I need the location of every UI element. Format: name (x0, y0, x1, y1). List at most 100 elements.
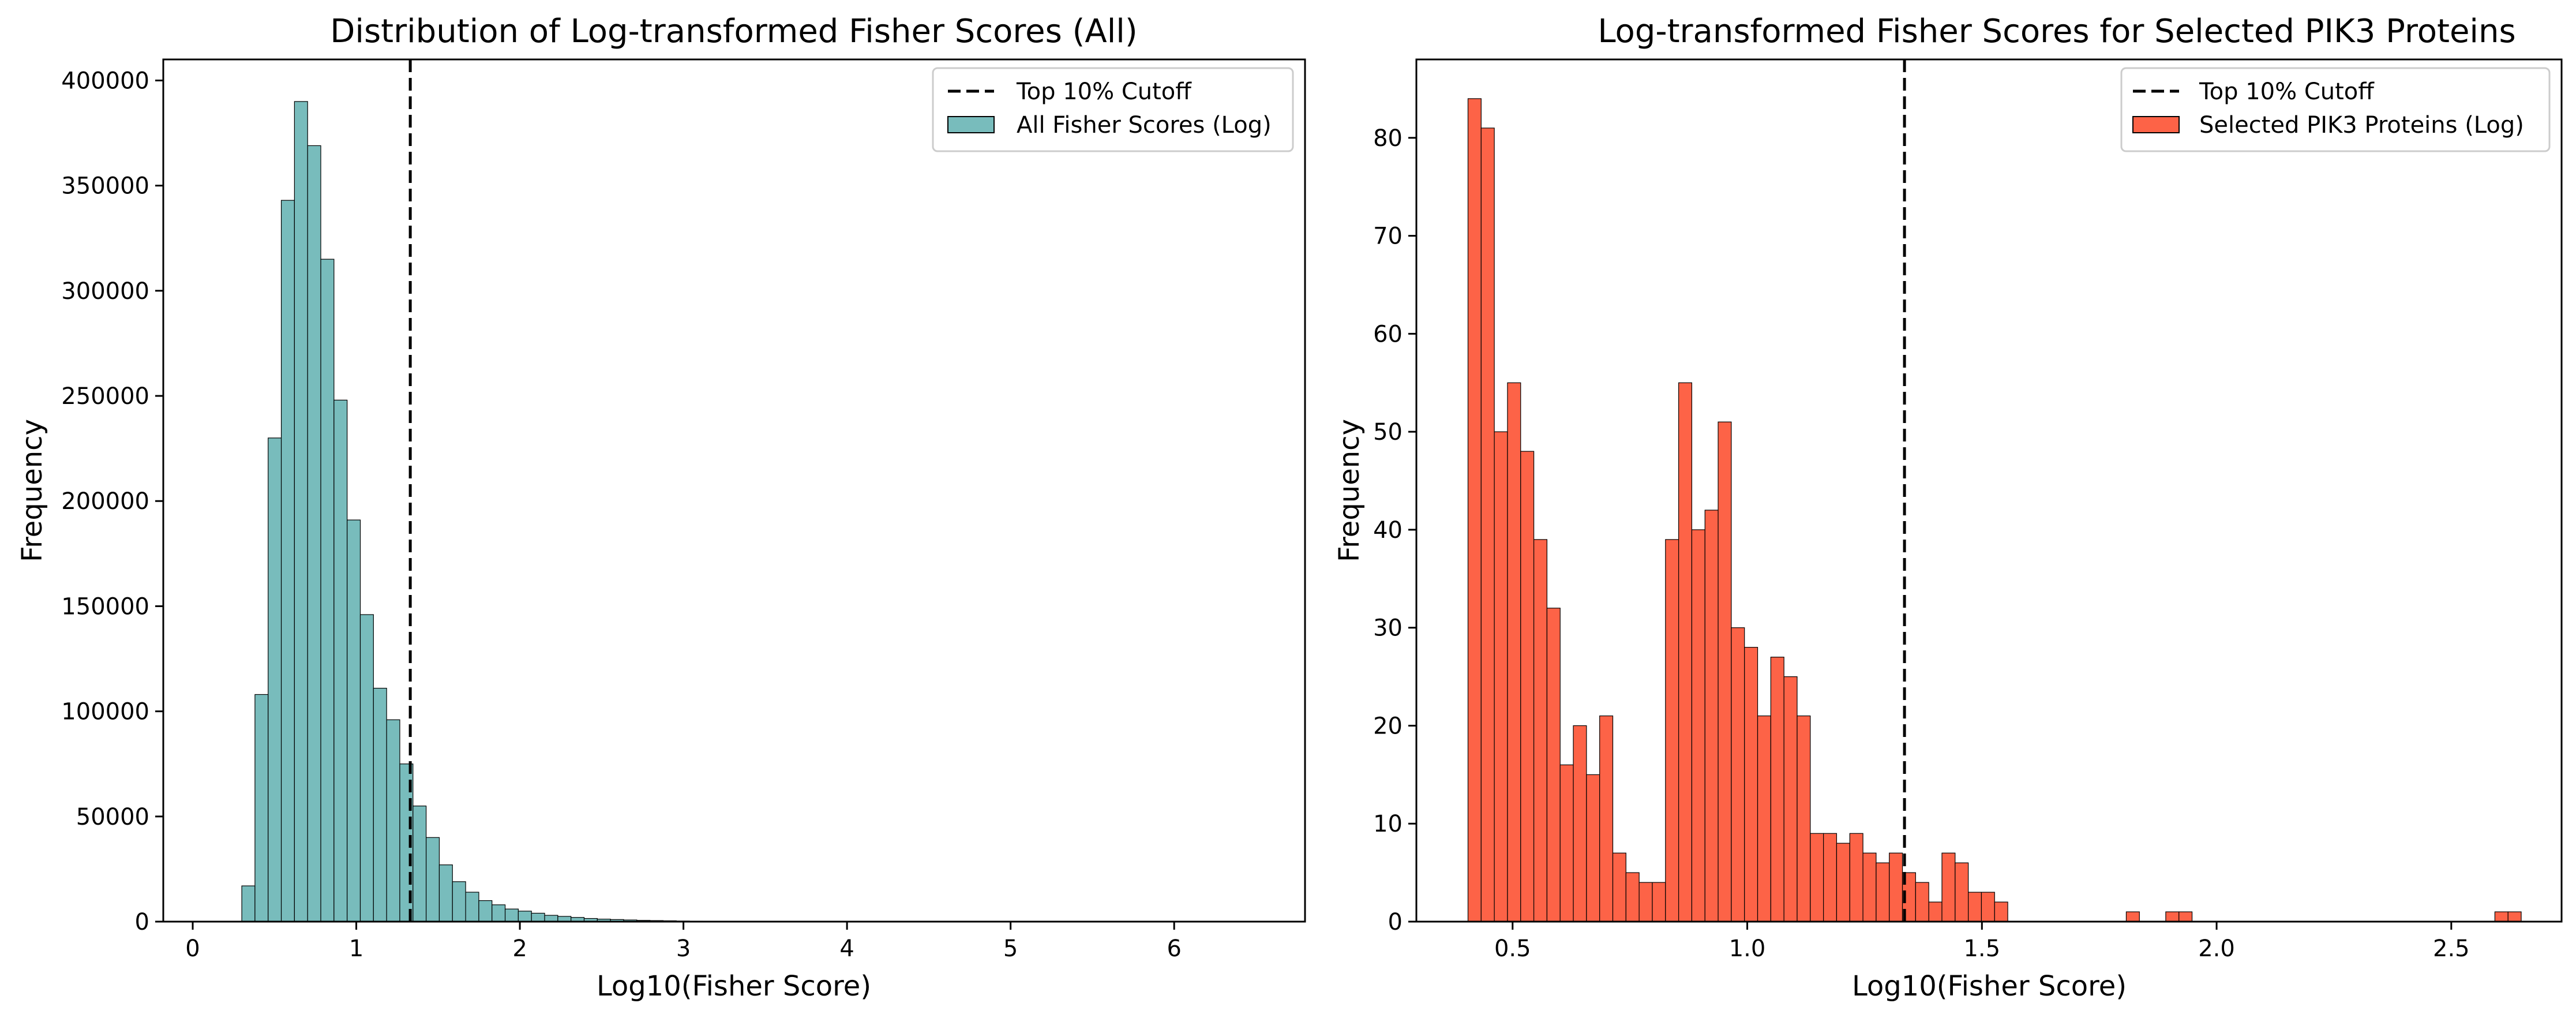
chart-pik3-proteins: Log-transformed Fisher Scores for Select… (1333, 13, 2563, 1002)
histogram-bar (2165, 911, 2180, 922)
histogram-bar (1889, 852, 1903, 922)
histogram-bar (2507, 911, 2522, 922)
legend: Top 10% Cutoff Selected PIK3 Proteins (L… (2120, 67, 2551, 152)
histogram-bar (280, 200, 295, 922)
x-tick-label: 1.5 (1963, 935, 2000, 962)
legend-box (2120, 67, 2551, 152)
histogram-bar (1638, 882, 1653, 922)
histogram-bar (1652, 882, 1666, 922)
histogram-bar (2494, 911, 2508, 922)
histogram-bar (1783, 676, 1798, 922)
histogram-bar (544, 915, 558, 922)
histogram-bar (1520, 451, 1535, 922)
histogram-bars (1467, 98, 2522, 922)
histogram-bar (518, 911, 532, 922)
histogram-bar (1731, 627, 1745, 922)
histogram-bar (1810, 833, 1824, 922)
histogram-bar (386, 719, 400, 922)
histogram-bar (1612, 852, 1626, 922)
legend-series-swatch (947, 116, 995, 133)
legend-cutoff-label: Top 10% Cutoff (1016, 78, 1192, 105)
x-tick-label: 4 (839, 935, 854, 962)
histogram-bar (452, 881, 466, 922)
histogram-bar (359, 614, 374, 922)
y-tick-label: 100000 (61, 699, 149, 725)
y-tick-label: 80 (1373, 125, 1403, 152)
histogram-bar (1836, 843, 1850, 922)
y-tick-label: 0 (135, 909, 149, 935)
histogram-bar (1665, 539, 1679, 922)
y-tick-label: 300000 (61, 278, 149, 305)
legend-box (932, 67, 1294, 152)
histogram-bar (413, 805, 427, 922)
x-tick-label: 2.5 (2433, 935, 2470, 962)
histogram-bar (1625, 872, 1640, 922)
chart-title: Log-transformed Fisher Scores for Select… (1598, 13, 2515, 50)
x-axis-label: Log10(Fisher Score) (1852, 970, 2127, 1002)
x-tick-label: 2.0 (2198, 935, 2235, 962)
histogram-bar (254, 694, 269, 922)
histogram-bar (320, 259, 335, 922)
y-tick-label: 200000 (61, 488, 149, 515)
x-tick-label: 3 (676, 935, 691, 962)
histogram-bar (1757, 715, 1771, 922)
histogram-bar (1941, 852, 1956, 922)
histogram-bar (478, 900, 493, 922)
y-tick-label: 20 (1373, 713, 1403, 739)
histogram-bar (1599, 715, 1614, 922)
x-axis-ticks: 0.5 1.0 1.5 2.0 2.5 (1494, 922, 2470, 962)
y-tick-label: 30 (1373, 615, 1403, 642)
histogram-bar (1968, 892, 1982, 922)
histogram-bar (1981, 892, 1995, 922)
x-tick-label: 0.5 (1494, 935, 1531, 962)
histogram-bar (1480, 128, 1495, 922)
y-tick-label: 40 (1373, 517, 1403, 544)
y-tick-label: 50 (1373, 419, 1403, 446)
histogram-bar (2125, 911, 2140, 922)
legend: Top 10% Cutoff All Fisher Scores (Log) (932, 67, 1294, 152)
histogram-bar (1494, 431, 1508, 922)
histogram-bar (1876, 862, 1890, 922)
histogram-bar (1928, 901, 1943, 922)
y-tick-label: 400000 (61, 68, 149, 94)
x-axis-label: Log10(Fisher Score) (597, 970, 871, 1002)
y-axis-ticks: 0 50000 100000 150000 200000 250000 300000 3500… (61, 68, 163, 935)
histogram-bar (1573, 725, 1587, 922)
x-tick-label: 5 (1003, 935, 1018, 962)
histogram-bar (1546, 608, 1561, 922)
y-tick-label: 50000 (76, 804, 149, 830)
x-tick-label: 6 (1167, 935, 1181, 962)
y-tick-label: 150000 (61, 593, 149, 620)
x-tick-label: 0 (185, 935, 200, 962)
histogram-bar (347, 519, 361, 922)
histogram-bar (531, 912, 545, 922)
y-axis-ticks: 0 10 20 30 40 50 60 70 80 (1373, 125, 1416, 935)
legend-series-swatch (2132, 116, 2180, 133)
histogram-bar (438, 864, 453, 922)
histogram-bar (1691, 529, 1705, 922)
histogram-bar (373, 687, 387, 922)
histogram-bar (1955, 862, 1969, 922)
histogram-bar (492, 904, 506, 922)
y-tick-label: 350000 (61, 173, 149, 200)
histogram-bar (1467, 98, 1482, 922)
histogram-bar (1823, 833, 1838, 922)
plot-frame (1415, 58, 2563, 923)
histogram-bar (1915, 882, 1929, 922)
histogram-bar (268, 437, 282, 922)
histogram-bar (1849, 833, 1863, 922)
x-tick-label: 2 (512, 935, 527, 962)
histogram-bar (1533, 539, 1548, 922)
histogram-bar (333, 399, 348, 922)
histogram-bar (294, 101, 308, 922)
histogram-bar (1704, 510, 1719, 922)
histogram-bar (465, 892, 479, 922)
legend-cutoff-label: Top 10% Cutoff (2199, 78, 2375, 105)
histogram-bar (1744, 647, 1758, 922)
y-tick-label: 0 (1388, 909, 1403, 935)
histogram-bar (1586, 774, 1600, 922)
histogram-bar (1678, 382, 1693, 922)
plot-frame (162, 58, 1306, 923)
histogram-bar (1507, 382, 1521, 922)
